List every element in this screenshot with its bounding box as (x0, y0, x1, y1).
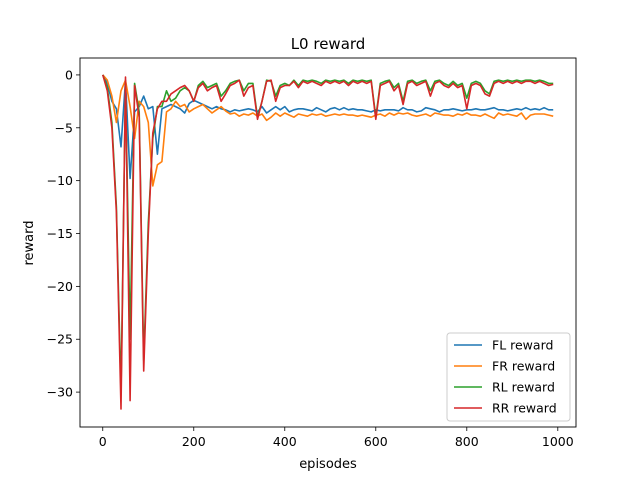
x-tick-label: 1000 (542, 434, 574, 449)
x-tick-label: 800 (455, 434, 479, 449)
x-axis: 0 200 400 600 800 1000 (99, 427, 574, 449)
y-tick-label: −30 (47, 385, 73, 400)
series-line-fr-reward (102, 74, 554, 187)
series-line-fl-reward (102, 74, 554, 180)
series-line-rr-reward (102, 74, 554, 410)
y-axis: 0 −5 −10 −15 −20 −25 −30 (47, 67, 80, 400)
legend-label: FR reward (492, 359, 555, 374)
y-tick-label: −20 (47, 279, 73, 294)
y-tick-label: 0 (65, 67, 73, 82)
x-tick-label: 0 (99, 434, 107, 449)
chart-title: L0 reward (291, 35, 366, 53)
legend-label: RR reward (492, 401, 557, 416)
legend-label: FL reward (492, 338, 553, 353)
series-line-rl-reward (102, 74, 554, 393)
legend-box (446, 332, 571, 422)
y-tick-label: −15 (47, 226, 73, 241)
x-axis-label: episodes (299, 457, 357, 472)
x-tick-label: 400 (273, 434, 297, 449)
plot-lines (102, 74, 554, 410)
y-tick-label: −25 (47, 332, 73, 347)
legend: FL reward FR reward RL reward RR reward (446, 332, 571, 422)
y-axis-label: reward (22, 220, 37, 265)
x-tick-label: 200 (182, 434, 206, 449)
x-tick-label: 600 (364, 434, 388, 449)
legend-label: RL reward (492, 380, 555, 395)
y-tick-label: −10 (47, 173, 73, 188)
axes-frame (79, 57, 577, 428)
y-tick-label: −5 (55, 120, 73, 135)
